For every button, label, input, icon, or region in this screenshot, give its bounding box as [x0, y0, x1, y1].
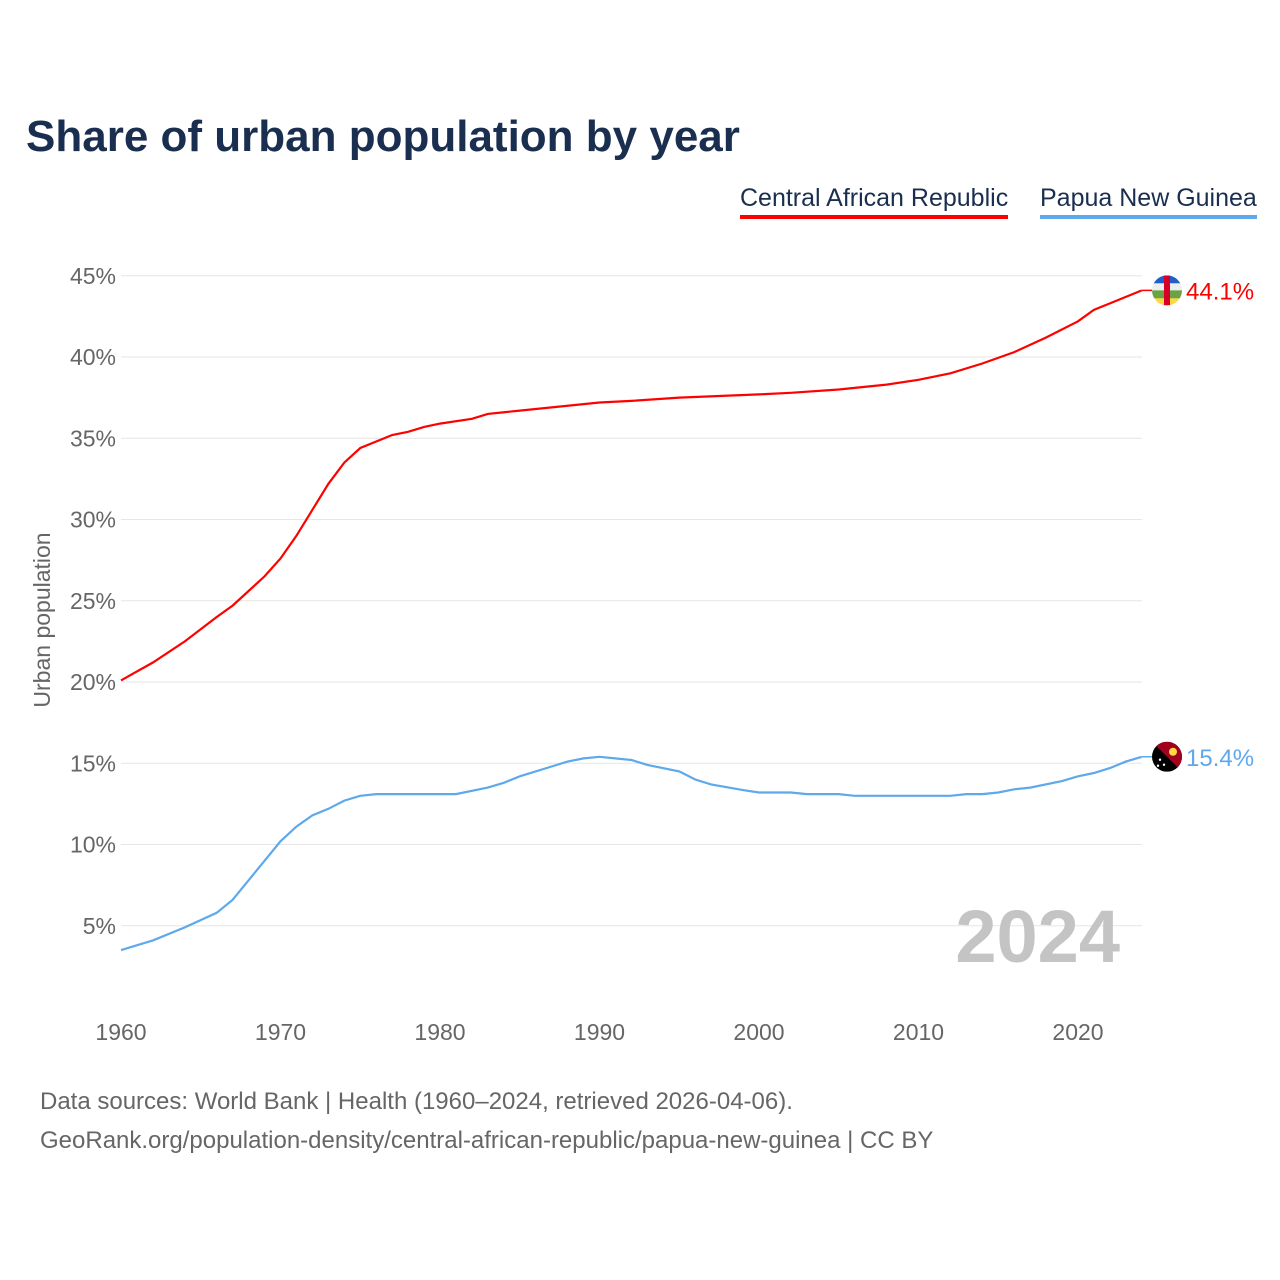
x-tick-label: 2000 — [733, 1019, 784, 1045]
y-tick-label: 25% — [70, 588, 116, 614]
end-value-label: 15.4% — [1186, 745, 1254, 772]
year-watermark: 2024 — [955, 895, 1120, 978]
y-tick-label: 45% — [70, 263, 116, 289]
y-tick-label: 5% — [83, 913, 116, 939]
y-tick-label: 40% — [70, 344, 116, 370]
end-value-label: 44.1% — [1186, 278, 1254, 305]
y-axis-label: Urban population — [29, 532, 55, 707]
x-tick-label: 1960 — [95, 1019, 146, 1045]
flag-papua-new-guinea-icon — [1152, 741, 1182, 772]
x-tick-label: 2010 — [893, 1019, 944, 1045]
footer-sources: Data sources: World Bank | Health (1960–… — [40, 1088, 793, 1115]
y-tick-label: 15% — [70, 750, 116, 776]
x-tick-label: 1980 — [414, 1019, 465, 1045]
footer-link[interactable]: GeoRank.org/population-density/central-a… — [40, 1127, 934, 1154]
x-tick-label: 2020 — [1052, 1019, 1103, 1045]
flag-central-african-republic-icon — [1152, 275, 1182, 306]
y-tick-label: 20% — [70, 669, 116, 695]
y-tick-label: 30% — [70, 507, 116, 533]
chart-title: Share of urban population by year — [26, 112, 740, 161]
series-line-1 — [120, 755, 1143, 952]
legend-central-african-republic[interactable]: Central African Republic — [740, 184, 1009, 219]
y-tick-label: 35% — [70, 425, 116, 451]
y-tick-label: 10% — [70, 832, 116, 858]
legend-papua-new-guinea[interactable]: Papua New Guinea — [1040, 184, 1257, 219]
series-line-0 — [120, 289, 1143, 682]
x-tick-label: 1990 — [574, 1019, 625, 1045]
x-tick-label: 1970 — [255, 1019, 306, 1045]
